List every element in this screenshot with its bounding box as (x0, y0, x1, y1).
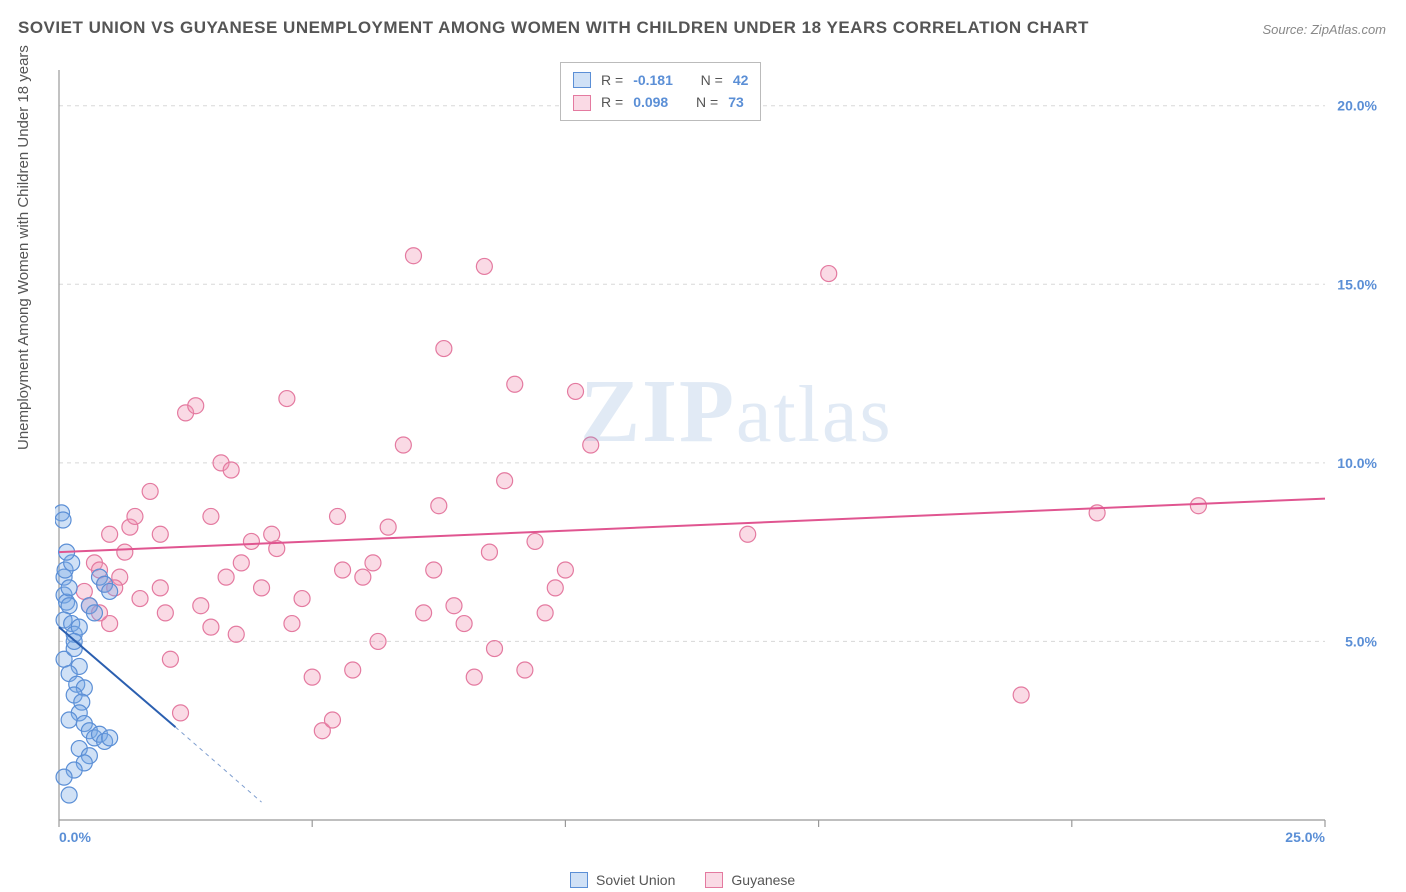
r-value-soviet: -0.181 (633, 69, 673, 91)
n-value-soviet: 42 (733, 69, 749, 91)
stats-legend-box: R = -0.181 N = 42 R = 0.098 N = 73 (560, 62, 761, 121)
swatch-soviet (573, 72, 591, 88)
n-label: N = (696, 91, 718, 113)
source-label: Source: ZipAtlas.com (1262, 22, 1386, 37)
r-label: R = (601, 69, 623, 91)
svg-text:25.0%: 25.0% (1285, 829, 1325, 845)
legend-label-guyanese: Guyanese (731, 872, 795, 888)
svg-text:0.0%: 0.0% (59, 829, 91, 845)
n-label: N = (701, 69, 723, 91)
swatch-guyanese (573, 95, 591, 111)
legend-item-guyanese: Guyanese (705, 872, 795, 888)
legend-swatch-soviet (570, 872, 588, 888)
scatter-plot-svg: 5.0% 10.0% 15.0% 20.0% 0.0% 25.0% (55, 60, 1385, 850)
svg-text:5.0%: 5.0% (1345, 633, 1377, 649)
legend-bottom: Soviet Union Guyanese (570, 872, 795, 888)
legend-swatch-guyanese (705, 872, 723, 888)
svg-text:10.0%: 10.0% (1337, 455, 1377, 471)
n-value-guyanese: 73 (728, 91, 744, 113)
r-label: R = (601, 91, 623, 113)
legend-item-soviet: Soviet Union (570, 872, 675, 888)
stats-row-soviet: R = -0.181 N = 42 (573, 69, 748, 91)
r-value-guyanese: 0.098 (633, 91, 668, 113)
legend-label-soviet: Soviet Union (596, 872, 675, 888)
svg-text:15.0%: 15.0% (1337, 276, 1377, 292)
svg-text:20.0%: 20.0% (1337, 98, 1377, 114)
chart-area: 5.0% 10.0% 15.0% 20.0% 0.0% 25.0% (55, 60, 1385, 850)
stats-row-guyanese: R = 0.098 N = 73 (573, 91, 748, 113)
chart-title: SOVIET UNION VS GUYANESE UNEMPLOYMENT AM… (18, 18, 1089, 38)
y-axis-label: Unemployment Among Women with Children U… (15, 45, 32, 450)
